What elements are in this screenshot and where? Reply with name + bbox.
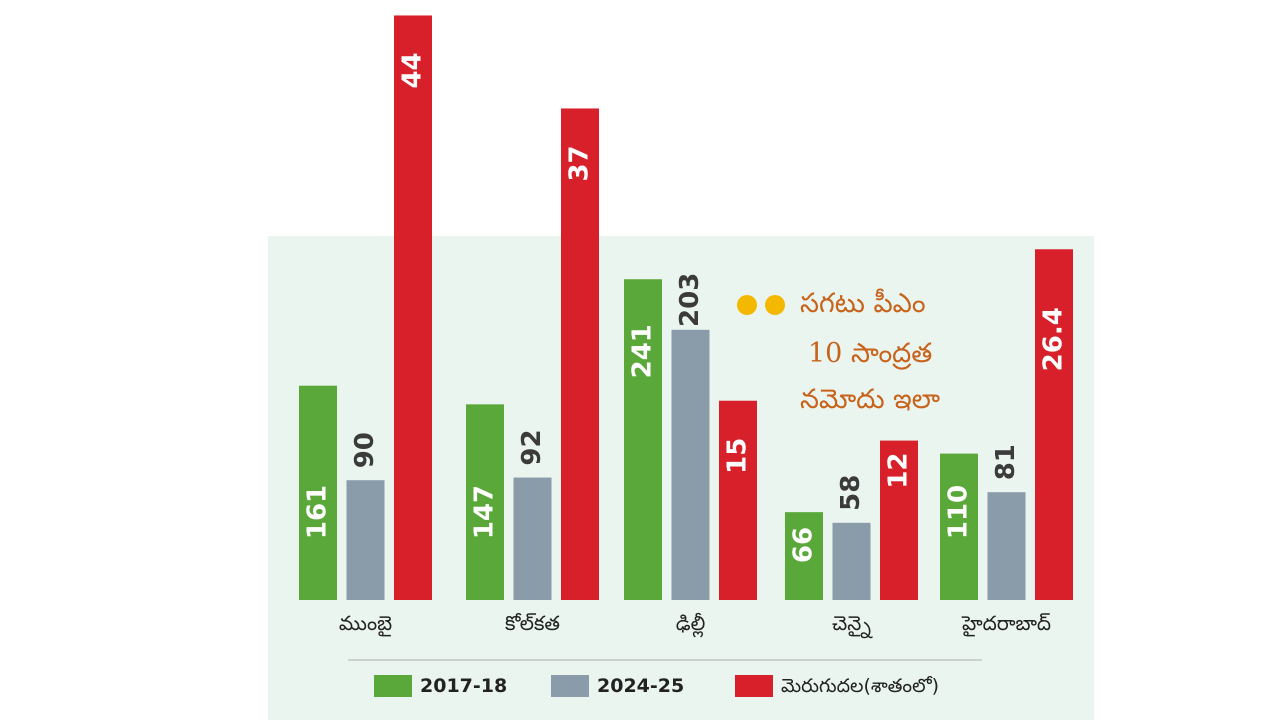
bar-2017-18-1 <box>466 404 504 600</box>
bar-improvement-0 <box>394 15 432 600</box>
bar-2017-18-0 <box>299 385 337 600</box>
bar-value-label: 161 <box>303 485 333 539</box>
bar-value-label: 110 <box>944 485 974 539</box>
bar-improvement-2 <box>719 400 757 600</box>
bar-improvement-1 <box>561 108 599 600</box>
bar-2024-25-1 <box>513 477 552 600</box>
bar-value-label: 92 <box>517 429 547 465</box>
category-label: చెన్నై <box>832 611 873 638</box>
bar-value-label: 15 <box>723 438 753 474</box>
bar-value-label: 81 <box>991 444 1021 480</box>
category-label: ముంబై <box>339 611 392 637</box>
bar-2024-25-2 <box>671 329 710 600</box>
category-label: కోల్‌కత <box>505 611 560 635</box>
quote-icon <box>765 295 785 315</box>
bar-2024-25-4 <box>987 492 1026 600</box>
annotation-line: నమోదు ఇలా <box>800 384 940 415</box>
legend-swatch <box>551 675 589 697</box>
bar-value-label: 90 <box>350 432 380 468</box>
annotation-line: సగటు పీఎం <box>800 288 926 319</box>
bar-value-label: 147 <box>470 485 500 539</box>
bar-value-label: 241 <box>628 324 658 378</box>
bar-value-label: 37 <box>565 145 595 181</box>
bar-2024-25-3 <box>832 522 871 600</box>
legend-label: 2024-25 <box>597 675 684 697</box>
bar-value-label: 203 <box>675 273 705 327</box>
bar-value-label: 44 <box>398 52 428 88</box>
bar-2024-25-0 <box>346 480 385 600</box>
bar-improvement-3 <box>880 440 918 600</box>
category-label: హైదరాబాద్ <box>961 611 1051 637</box>
legend-swatch <box>374 675 412 697</box>
bar-value-label: 26.4 <box>1039 307 1069 371</box>
bar-2017-18-4 <box>940 453 978 600</box>
category-label: ఢిల్లీ <box>676 611 705 638</box>
bar-improvement-4 <box>1035 249 1073 600</box>
legend-label: 2017-18 <box>420 675 507 697</box>
bar-2017-18-2 <box>624 279 662 600</box>
quote-icon <box>737 295 757 315</box>
bar-value-label: 58 <box>836 475 866 511</box>
bar-2017-18-3 <box>785 512 823 600</box>
legend-label: మెరుగుదల(శాతంలో) <box>781 675 939 697</box>
bar-value-label: 66 <box>789 527 819 563</box>
legend-swatch <box>735 675 773 697</box>
bar-value-label: 12 <box>884 452 914 488</box>
annotation-line: 10 సాంద్రత <box>808 338 932 370</box>
